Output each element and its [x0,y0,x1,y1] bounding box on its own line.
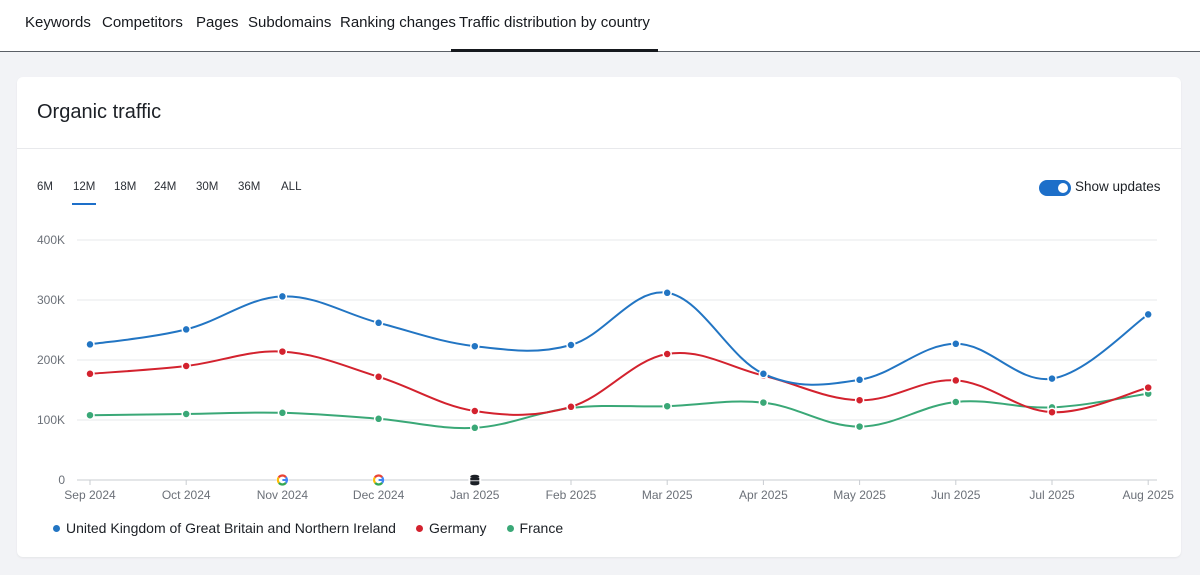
x-tick-label: Aug 2025 [1123,488,1175,502]
toggle-knob [1058,183,1068,193]
tab-pages[interactable]: Pages [196,14,239,31]
top-nav: Keywords Competitors Pages Subdomains Ra… [0,0,1200,52]
range-24m[interactable]: 24M [154,181,177,193]
range-36m[interactable]: 36M [238,181,261,193]
series-point [854,375,865,385]
chart-grid [77,239,1157,481]
chart-annotations [276,473,482,487]
series-point [470,423,480,433]
tab-traffic-distribution-by-country[interactable]: Traffic distribution by country [451,0,658,52]
legend-item[interactable]: United Kingdom of Great Britain and Nort… [53,520,396,536]
x-tick-label: Jan 2025 [450,488,500,502]
legend-dot [415,524,423,532]
x-tick-label: Jul 2025 [1029,488,1075,502]
y-axis-ticks: 0 100K 200K 300K 400K [37,233,65,487]
x-tick-label: Oct 2024 [162,488,211,502]
range-30m[interactable]: 30M [196,181,219,193]
series-point [277,291,288,302]
series-point [373,318,384,328]
card-title: Organic traffic [37,101,162,123]
legend-dot [53,524,60,532]
x-tick-label: Feb 2025 [546,488,597,502]
y-tick-label: 200K [37,353,65,367]
tab-subdomains[interactable]: Subdomains [248,14,332,31]
series-point [373,372,384,382]
x-tick-label: Sep 2024 [64,488,116,502]
series-point [373,414,384,424]
range-12m[interactable]: 12M [71,181,97,205]
series-point [951,375,961,386]
series-point [85,410,95,420]
x-tick-label: Mar 2025 [642,488,693,502]
legend-label: France [519,520,564,536]
series-point [662,401,672,411]
series-point [854,395,865,405]
x-tick-label: Apr 2025 [739,488,788,502]
series-point [566,402,576,412]
series-point [470,406,480,416]
google-update-icon[interactable] [276,474,289,486]
database-update-icon[interactable] [468,473,482,487]
series-point [662,288,672,298]
x-axis-ticks: Sep 2024 Oct 2024 Nov 2024 Dec 2024 Jan 2025… [64,480,1174,502]
series-point [277,346,288,357]
range-6m[interactable]: 6M [37,181,53,193]
tab-ranking-changes[interactable]: Ranking changes [340,14,456,31]
x-tick-label: Jun 2025 [931,488,981,502]
range-18m[interactable]: 18M [114,181,137,193]
x-tick-label: Dec 2024 [353,488,405,502]
y-tick-label: 400K [37,233,65,247]
series-point [277,408,288,418]
google-update-icon[interactable] [372,474,385,486]
y-tick-label: 0 [58,473,65,487]
show-updates-toggle[interactable] [1039,180,1071,196]
y-tick-label: 100K [37,413,65,427]
legend-dot [506,524,514,532]
organic-traffic-chart: 0 100K 200K 300K 400K Sep 2024 Oct 2024 Nov 20… [37,233,1174,502]
series-point [85,369,95,379]
series-point [566,340,576,350]
series-point [1047,373,1057,384]
x-tick-label: May 2025 [833,488,886,502]
show-updates-label: Show updates [1075,179,1161,194]
series-point [181,361,191,371]
series-point [1143,309,1153,320]
tab-keywords[interactable]: Keywords [25,14,91,31]
series-point [758,369,769,379]
card-header: Organic traffic [17,77,1181,149]
chart-series [85,288,1153,433]
series-point [854,421,865,432]
series-line [89,291,1149,386]
legend-item[interactable]: France [506,520,564,536]
y-tick-label: 300K [37,293,65,307]
series-point [662,349,672,359]
legend-item[interactable]: Germany [415,520,487,536]
legend-label: United Kingdom of Great Britain and Nort… [66,520,396,536]
x-tick-label: Nov 2024 [257,488,309,502]
series-line [89,392,1149,430]
series-point [1047,407,1057,417]
series-point [181,409,191,419]
series-point [181,324,191,335]
series-point [85,339,95,350]
series-point [951,397,961,407]
chart-legend: United Kingdom of Great Britain and Nort… [53,520,563,536]
legend-label: Germany [428,520,487,536]
series-point [758,397,769,408]
series-point [470,341,480,351]
tab-competitors[interactable]: Competitors [102,14,183,31]
organic-traffic-card: Organic traffic 6M 12M 18M 24M 30M 36M A… [17,77,1181,557]
series-point [951,339,961,349]
series-point [1143,382,1153,393]
range-all[interactable]: ALL [281,181,302,193]
